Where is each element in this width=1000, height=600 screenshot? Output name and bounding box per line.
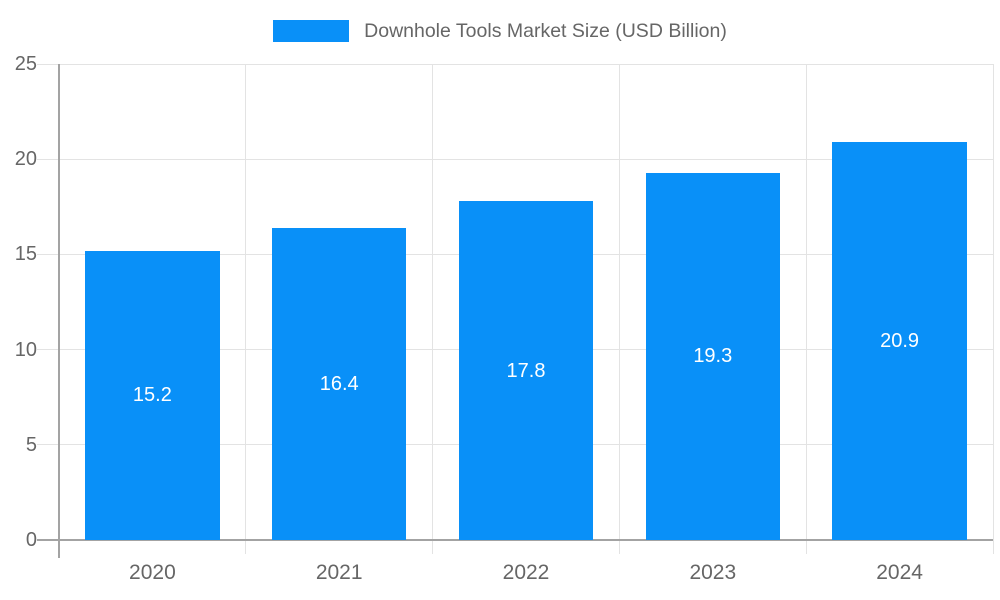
y-axis-line	[58, 64, 60, 558]
bar-value-label: 16.4	[319, 372, 359, 395]
y-axis-tick-label: 25	[14, 53, 37, 75]
x-axis-tick-label: 2020	[129, 561, 176, 584]
x-axis-tick-label: 2021	[315, 561, 363, 584]
legend-label: Downhole Tools Market Size (USD Billion)	[364, 20, 727, 42]
gridline-x	[805, 64, 807, 554]
gridline-x	[432, 64, 434, 554]
bar-2024[interactable]: 20.9	[832, 142, 967, 540]
x-axis-tick-label: 2022	[502, 561, 550, 584]
y-axis-tick-label: 5	[25, 433, 37, 456]
x-axis-tick-label: 2024	[876, 561, 923, 584]
bar-value-label: 15.2	[132, 384, 172, 407]
bar-2021[interactable]: 16.4	[271, 227, 407, 540]
plot-area: 0 5 10 15 20 25 15.2 2020 16.4 2021 17.8 2022 19.3 20…	[15, 53, 994, 584]
legend-item[interactable]: Downhole Tools Market Size (USD Billion)	[0, 19, 1000, 43]
gridline-y-20	[37, 158, 993, 160]
gridline-y-25	[37, 63, 993, 65]
legend-swatch	[273, 20, 350, 42]
y-axis-tick-label: 20	[14, 148, 37, 171]
gridline-x	[245, 64, 247, 554]
bar-value-label: 20.9	[880, 330, 920, 353]
bar-value-label: 17.8	[506, 359, 546, 382]
x-axis-line	[37, 539, 993, 541]
x-axis-tick-label: 2023	[689, 561, 737, 584]
bar-2023[interactable]: 19.3	[645, 172, 781, 540]
y-axis-tick-label: 15	[14, 243, 37, 266]
gridline-x	[618, 64, 620, 554]
gridline-x	[992, 64, 994, 554]
y-axis-tick-label: 10	[14, 338, 37, 361]
bar-value-label: 19.3	[693, 345, 733, 368]
bar-2020[interactable]: 15.2	[85, 250, 220, 540]
bar-2022[interactable]: 17.8	[458, 201, 594, 540]
y-axis-tick-label: 0	[25, 529, 37, 551]
